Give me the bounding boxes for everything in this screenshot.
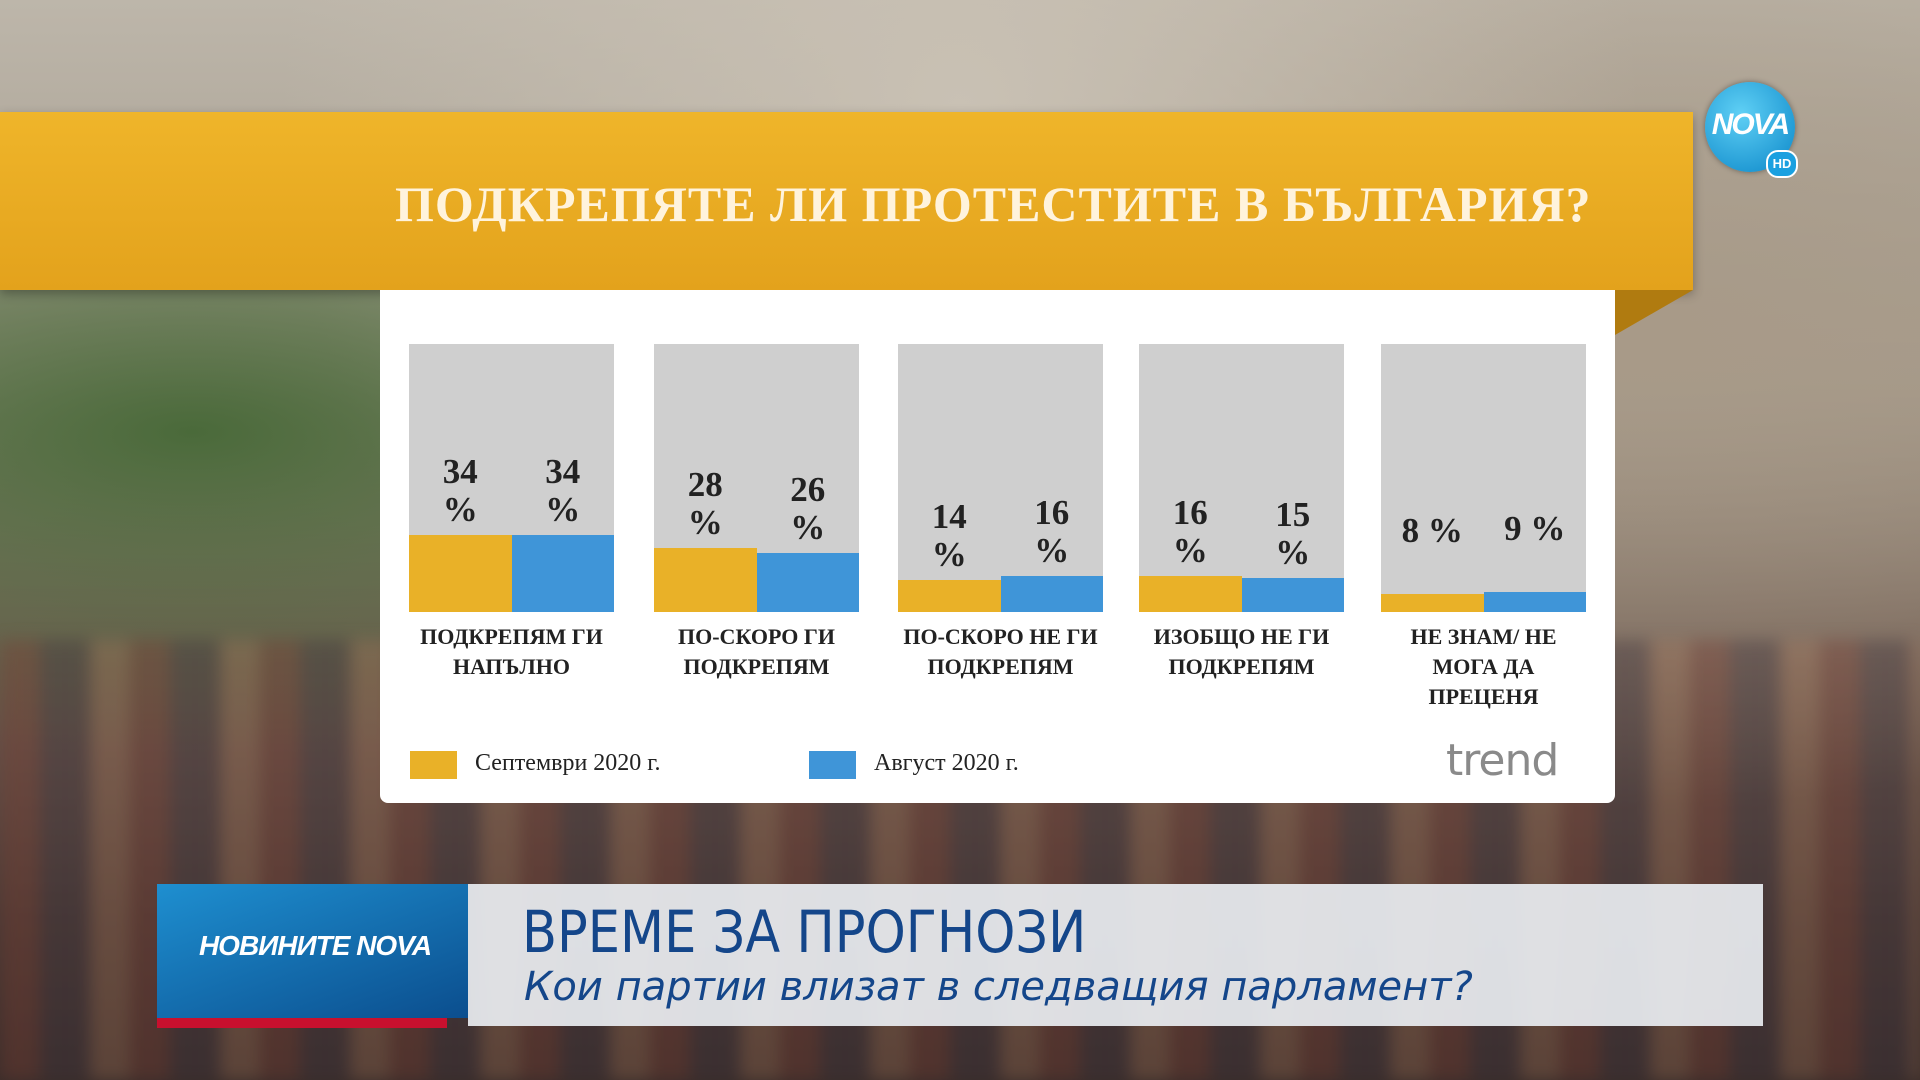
legend-swatch xyxy=(410,751,457,779)
headline: ВРЕМЕ ЗА ПРОГНОЗИ xyxy=(522,898,1087,966)
value-label: 9 % xyxy=(1504,508,1566,548)
value-label: 8 % xyxy=(1401,510,1463,550)
lower-third-brand: НОВИНИТЕ NOVA xyxy=(198,930,432,961)
value-label: 28 % xyxy=(687,465,723,543)
bar-background xyxy=(898,344,1103,612)
bar xyxy=(1483,591,1586,612)
lower-third-brand-box xyxy=(157,884,468,1018)
lower-third-bar xyxy=(468,884,1763,1026)
legend-swatch xyxy=(809,751,856,779)
bar xyxy=(756,552,859,612)
x-tick-label: ПО-СКОРО НЕ ГИ ПОДКРЕПЯМ xyxy=(903,624,1098,679)
lower-third-stripe xyxy=(157,1018,447,1028)
x-tick-label: НЕ ЗНАМ/ НЕ МОГА ДА ПРЕЦЕНЯ xyxy=(1410,624,1557,709)
bar-background xyxy=(1381,344,1586,612)
value-label: 34 % xyxy=(545,451,581,529)
bar xyxy=(1381,593,1484,612)
banner-fold xyxy=(1615,290,1693,335)
x-tick-label: ИЗОБЩО НЕ ГИ ПОДКРЕПЯМ xyxy=(1153,624,1330,679)
value-label: 16 % xyxy=(1034,492,1070,570)
bar xyxy=(898,580,1001,612)
x-tick-label: ПОДКРЕПЯМ ГИ НАПЪЛНО xyxy=(420,624,603,679)
value-label: 15 % xyxy=(1275,494,1311,572)
bar xyxy=(1139,575,1242,612)
legend-label: Август 2020 г. xyxy=(874,750,1019,776)
bar xyxy=(1000,575,1103,612)
source-logo: trend xyxy=(1446,735,1559,786)
title-banner xyxy=(0,112,1693,290)
value-label: 26 % xyxy=(790,469,826,547)
x-tick-label: ПО-СКОРО ГИ ПОДКРЕПЯМ xyxy=(678,624,835,679)
bar xyxy=(654,548,757,612)
bar xyxy=(1241,577,1344,612)
chart-title: ПОДКРЕПЯТЕ ЛИ ПРОТЕСТИТЕ В БЪЛГАРИЯ? xyxy=(395,176,1592,232)
bar-background xyxy=(1139,344,1344,612)
bar xyxy=(409,534,512,612)
bar xyxy=(511,534,614,612)
value-label: 16 % xyxy=(1172,492,1208,570)
value-label: 14 % xyxy=(931,497,967,575)
value-label: 34 % xyxy=(442,451,478,529)
hd-badge: HD xyxy=(1766,150,1798,178)
subheadline: Кои партии влизат в следващия парламент? xyxy=(524,964,1473,1010)
legend-label: Септември 2020 г. xyxy=(475,750,661,776)
channel-logo-text: NOVA xyxy=(1711,108,1790,141)
